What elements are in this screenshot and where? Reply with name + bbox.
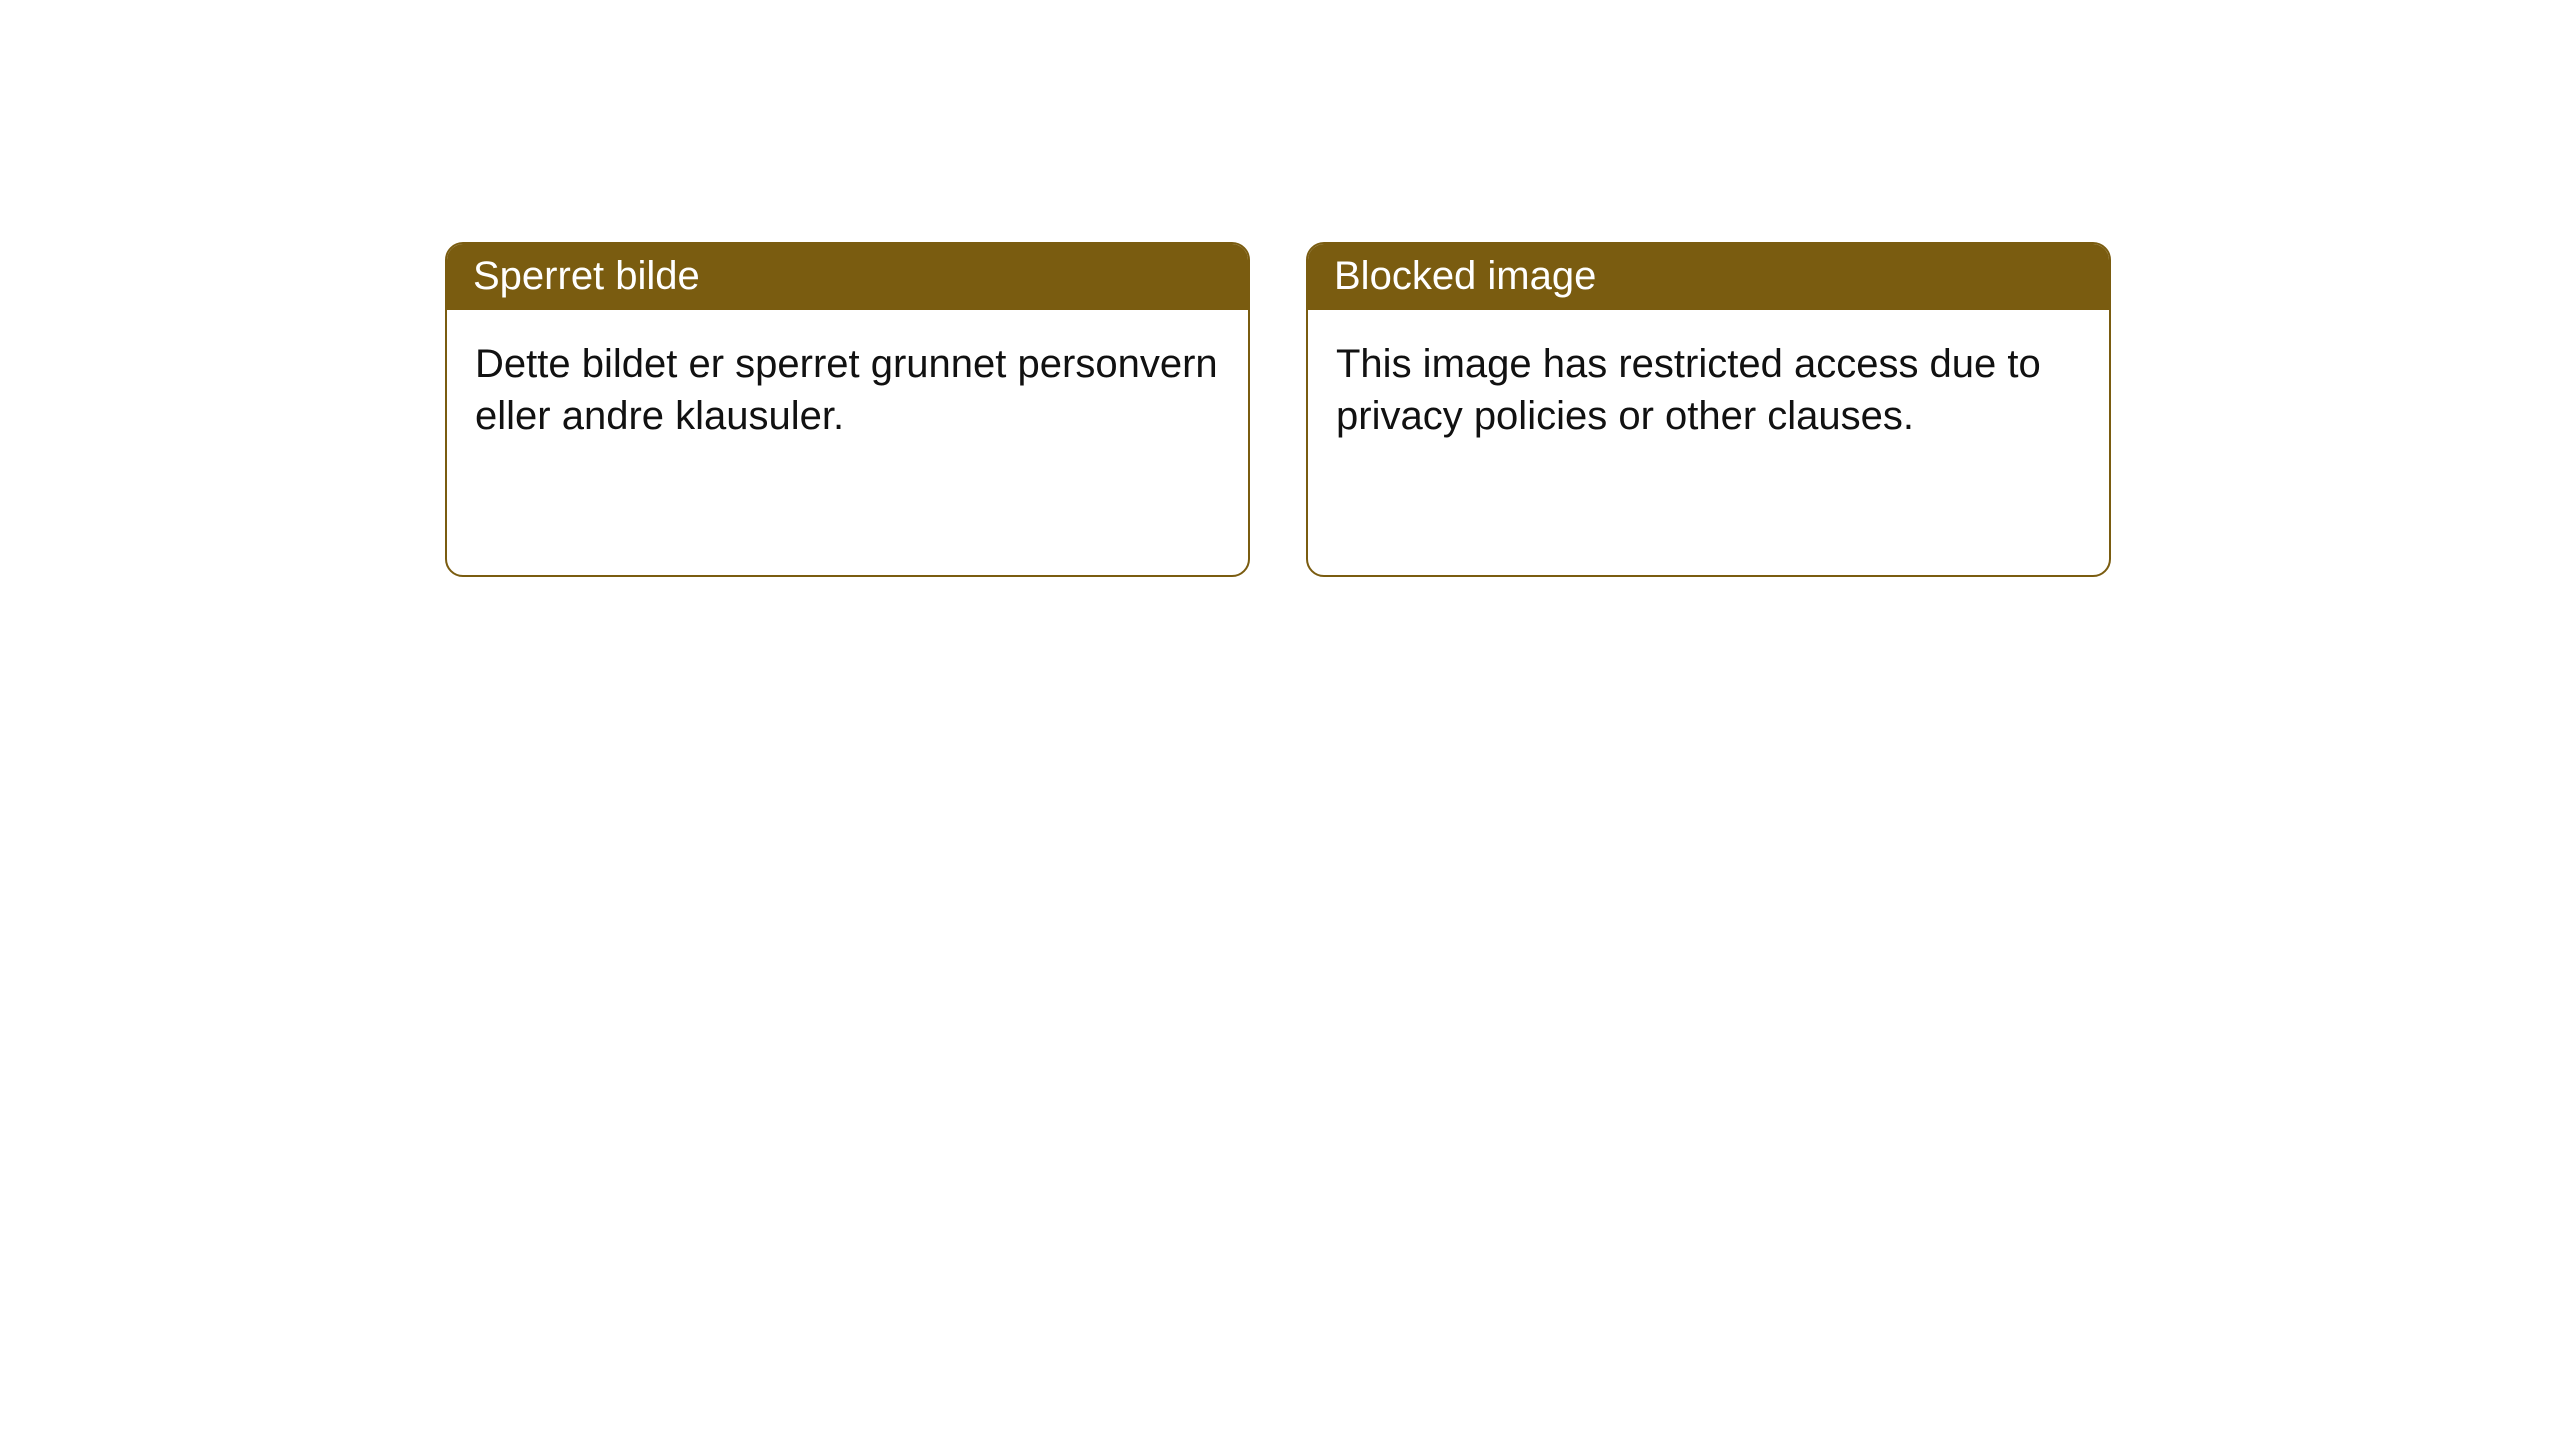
- notice-card-english: Blocked image This image has restricted …: [1306, 242, 2111, 577]
- notice-cards-row: Sperret bilde Dette bildet er sperret gr…: [445, 242, 2560, 577]
- notice-card-body: This image has restricted access due to …: [1308, 310, 2109, 470]
- notice-card-title: Sperret bilde: [447, 244, 1248, 310]
- notice-card-title: Blocked image: [1308, 244, 2109, 310]
- notice-card-norwegian: Sperret bilde Dette bildet er sperret gr…: [445, 242, 1250, 577]
- notice-card-body: Dette bildet er sperret grunnet personve…: [447, 310, 1248, 470]
